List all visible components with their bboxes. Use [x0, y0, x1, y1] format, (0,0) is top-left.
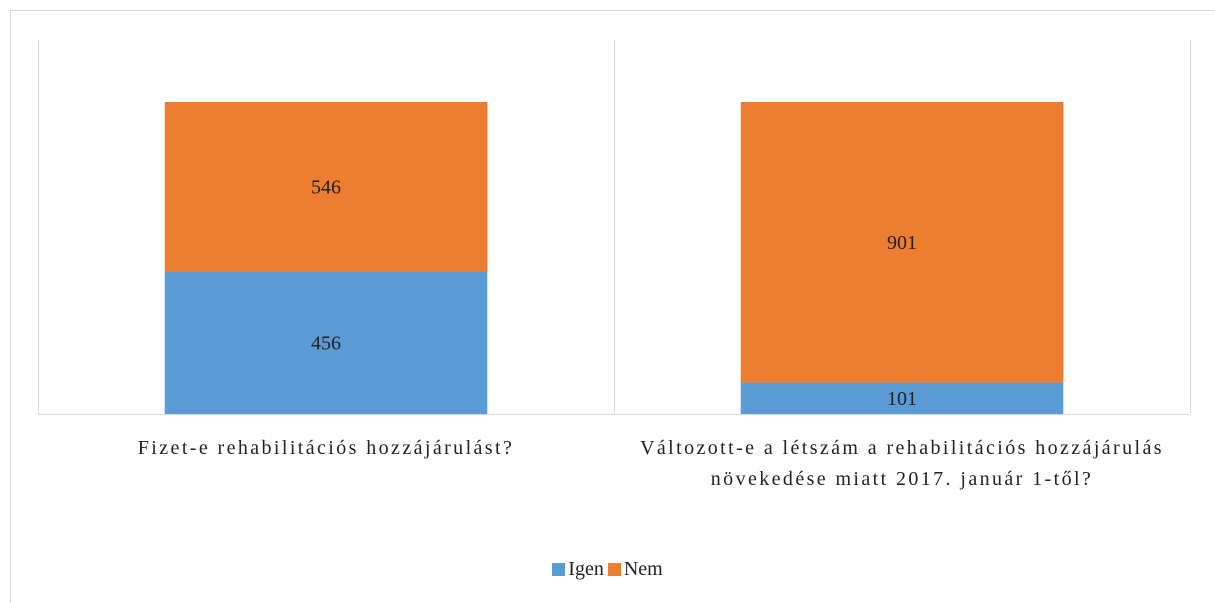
x-tick-label: Változott-e a létszám a rehabilitációs h…: [640, 437, 1164, 490]
legend-swatch: [552, 563, 566, 576]
data-label: 456: [311, 333, 341, 355]
x-tick-label: Fizet-e rehabilitációs hozzájárulást?: [137, 437, 515, 459]
bar-segment: [164, 102, 488, 273]
legend: Igen Nem: [0, 558, 1215, 582]
bar-segment: [164, 272, 488, 414]
bar-segment: [740, 382, 1064, 414]
bar-segment: [740, 102, 1064, 383]
data-label: 546: [311, 177, 341, 199]
legend-label: Nem: [623, 558, 663, 580]
legend-label: Igen: [568, 558, 604, 580]
legend-item: Igen: [552, 558, 604, 581]
legend-item: Nem: [607, 558, 663, 581]
legend-swatch: [607, 563, 621, 576]
data-label: 901: [887, 232, 917, 254]
data-label: 101: [887, 388, 917, 410]
plot-area: 456 546 101 901: [38, 40, 1191, 415]
